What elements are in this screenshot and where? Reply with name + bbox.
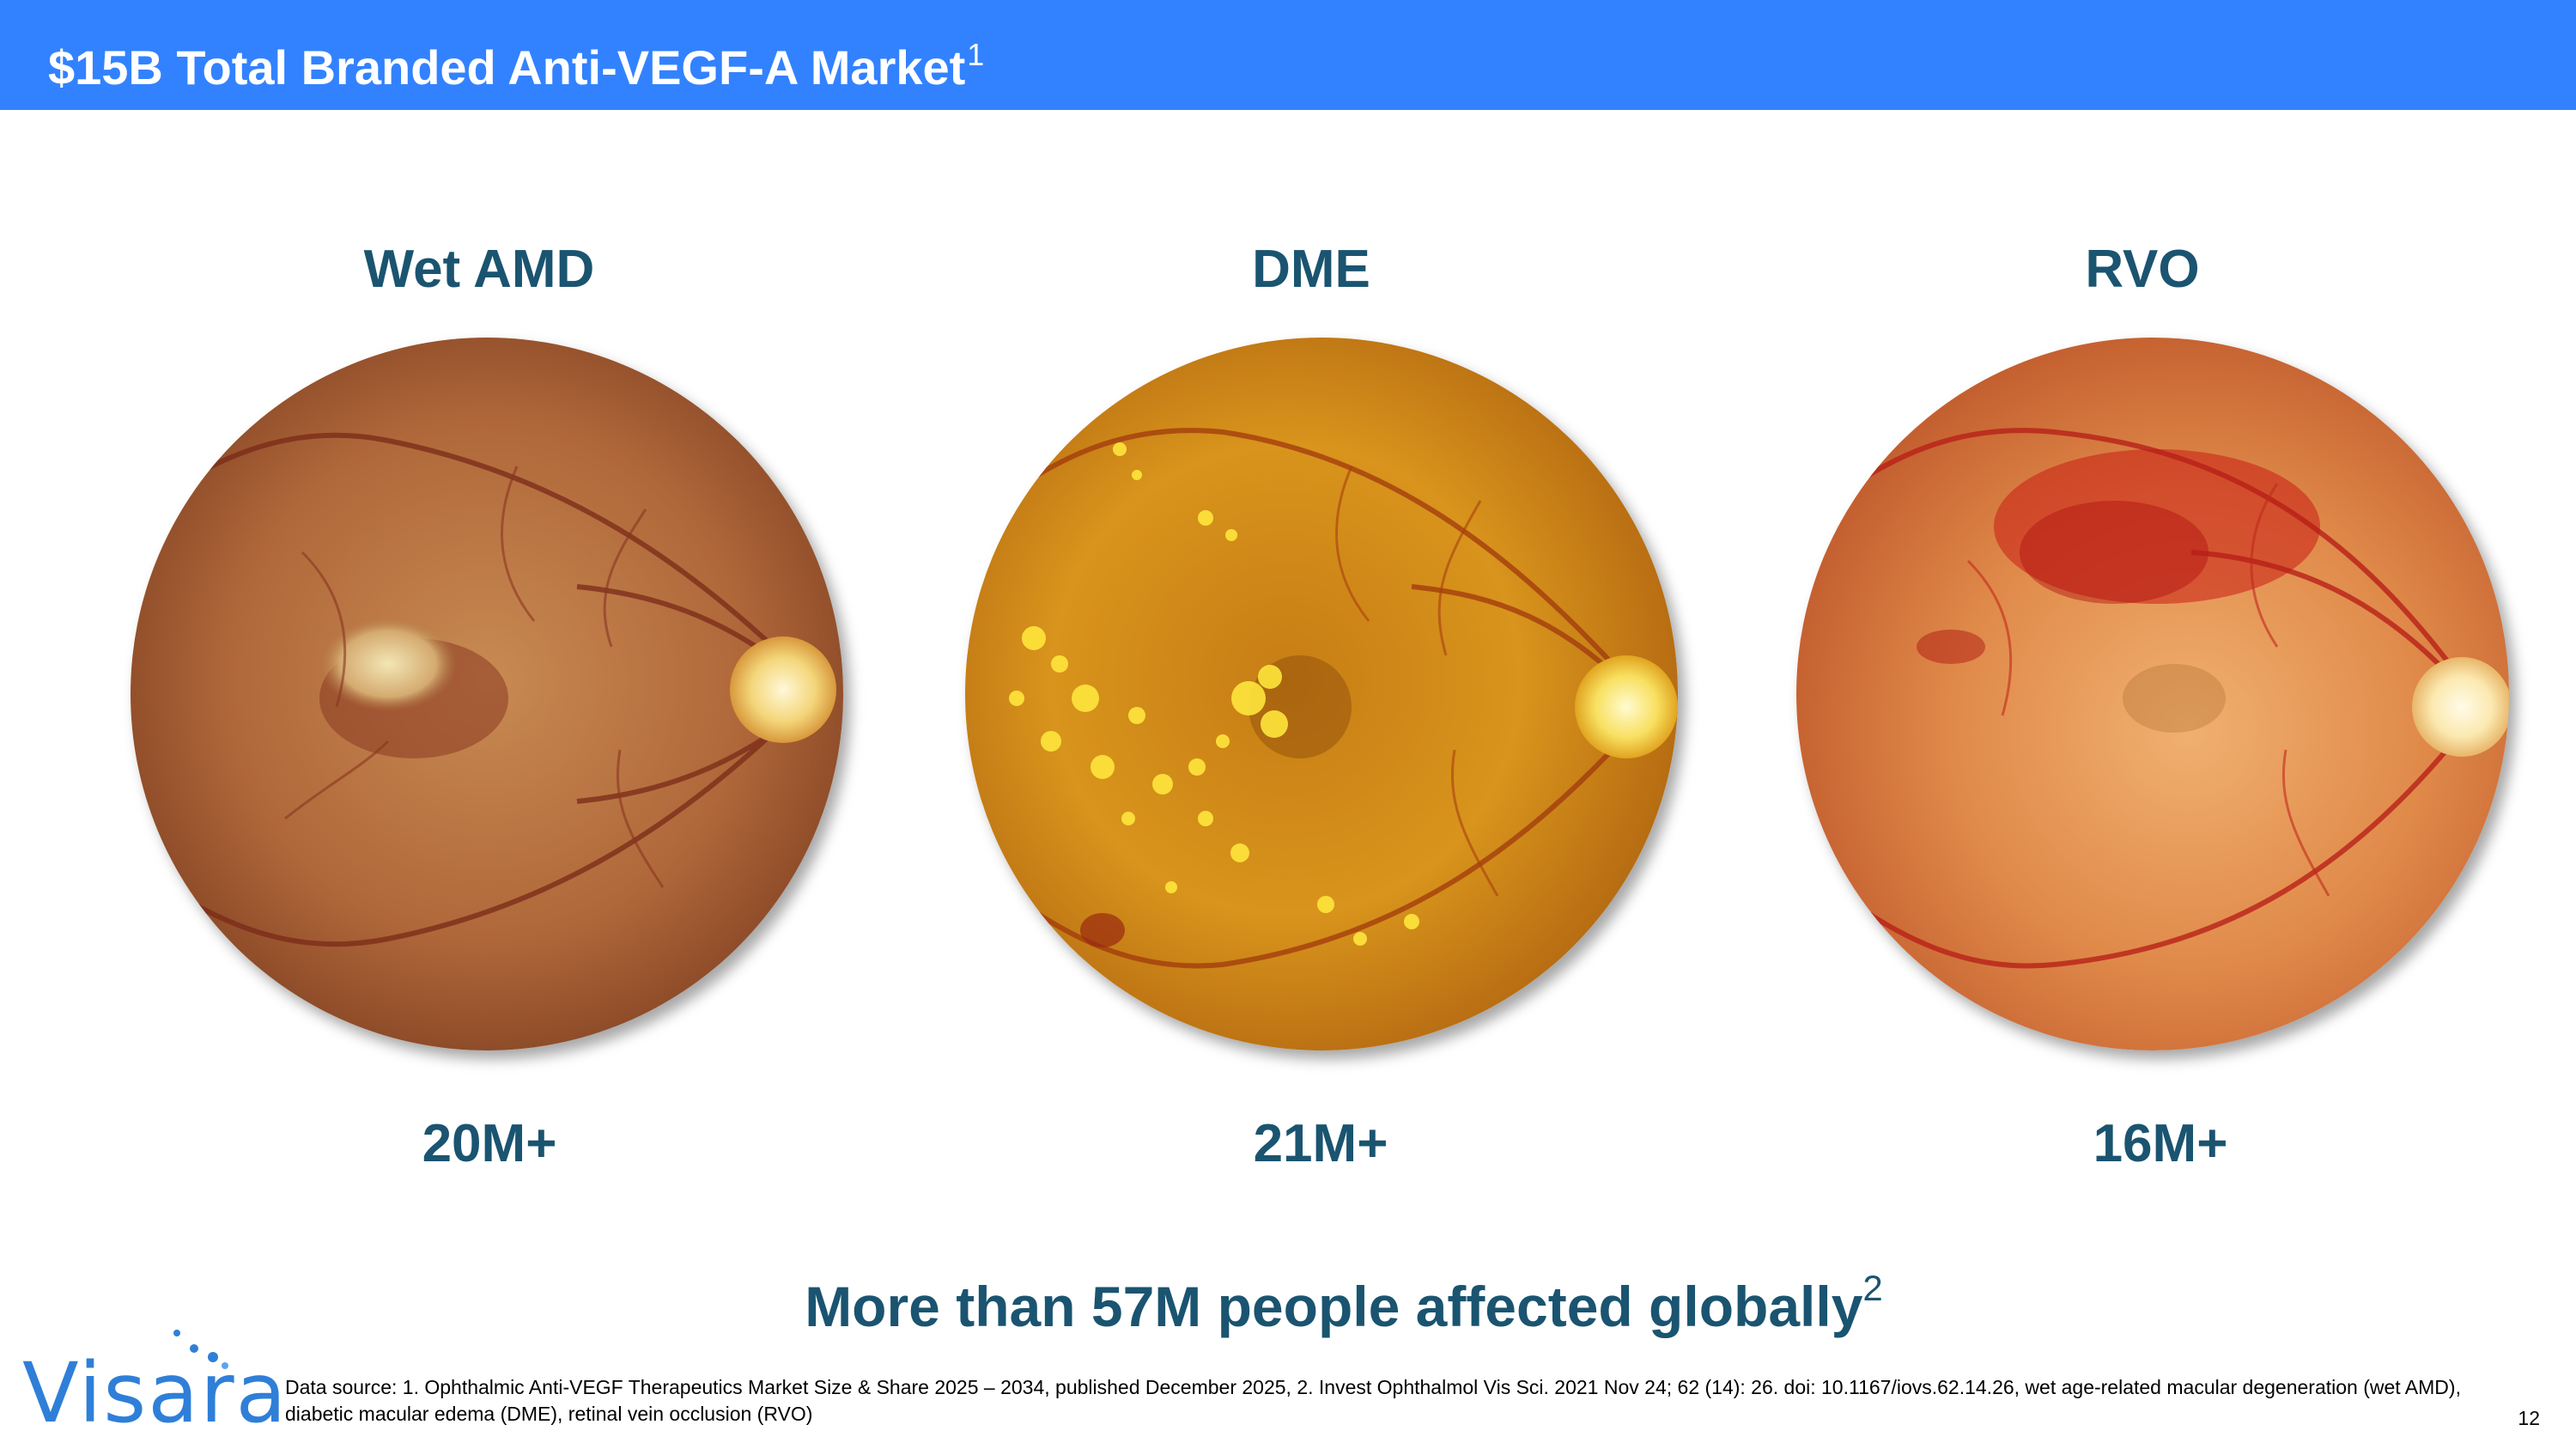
condition-label-rvo: RVO: [2085, 240, 2200, 299]
summary-footnote-ref: 2: [1862, 1268, 1883, 1308]
logo-wordmark: Visara: [22, 1345, 289, 1441]
rvo-fundus-image: [1796, 338, 2509, 1050]
title-footnote-ref: 1: [967, 37, 985, 72]
stat-dme: 21M+: [1253, 1114, 1388, 1173]
page-number: 12: [2518, 1407, 2540, 1429]
dme-fundus-image: [965, 338, 1678, 1050]
summary-statement: More than 57M people affected globally2: [0, 1254, 2576, 1341]
condition-label-wet-amd: Wet AMD: [363, 240, 595, 299]
data-source-footnote: Data source: 1. Ophthalmic Anti-VEGF The…: [285, 1376, 2461, 1425]
wet-amd-fundus-image: [131, 338, 843, 1050]
title-bar: $15B Total Branded Anti-VEGF-A Market1: [0, 0, 2576, 110]
logo-dots-icon: [173, 1330, 228, 1369]
stat-rvo: 16M+: [2093, 1114, 2228, 1173]
page-title: $15B Total Branded Anti-VEGF-A Market1: [48, 21, 984, 102]
page-title-text: $15B Total Branded Anti-VEGF-A Market: [48, 40, 966, 94]
visara-logo: Visara: [22, 1319, 286, 1440]
condition-label-dme: DME: [1252, 240, 1370, 299]
summary-text: More than 57M people affected globally: [805, 1275, 1863, 1338]
stat-wet-amd: 20M+: [422, 1114, 557, 1173]
